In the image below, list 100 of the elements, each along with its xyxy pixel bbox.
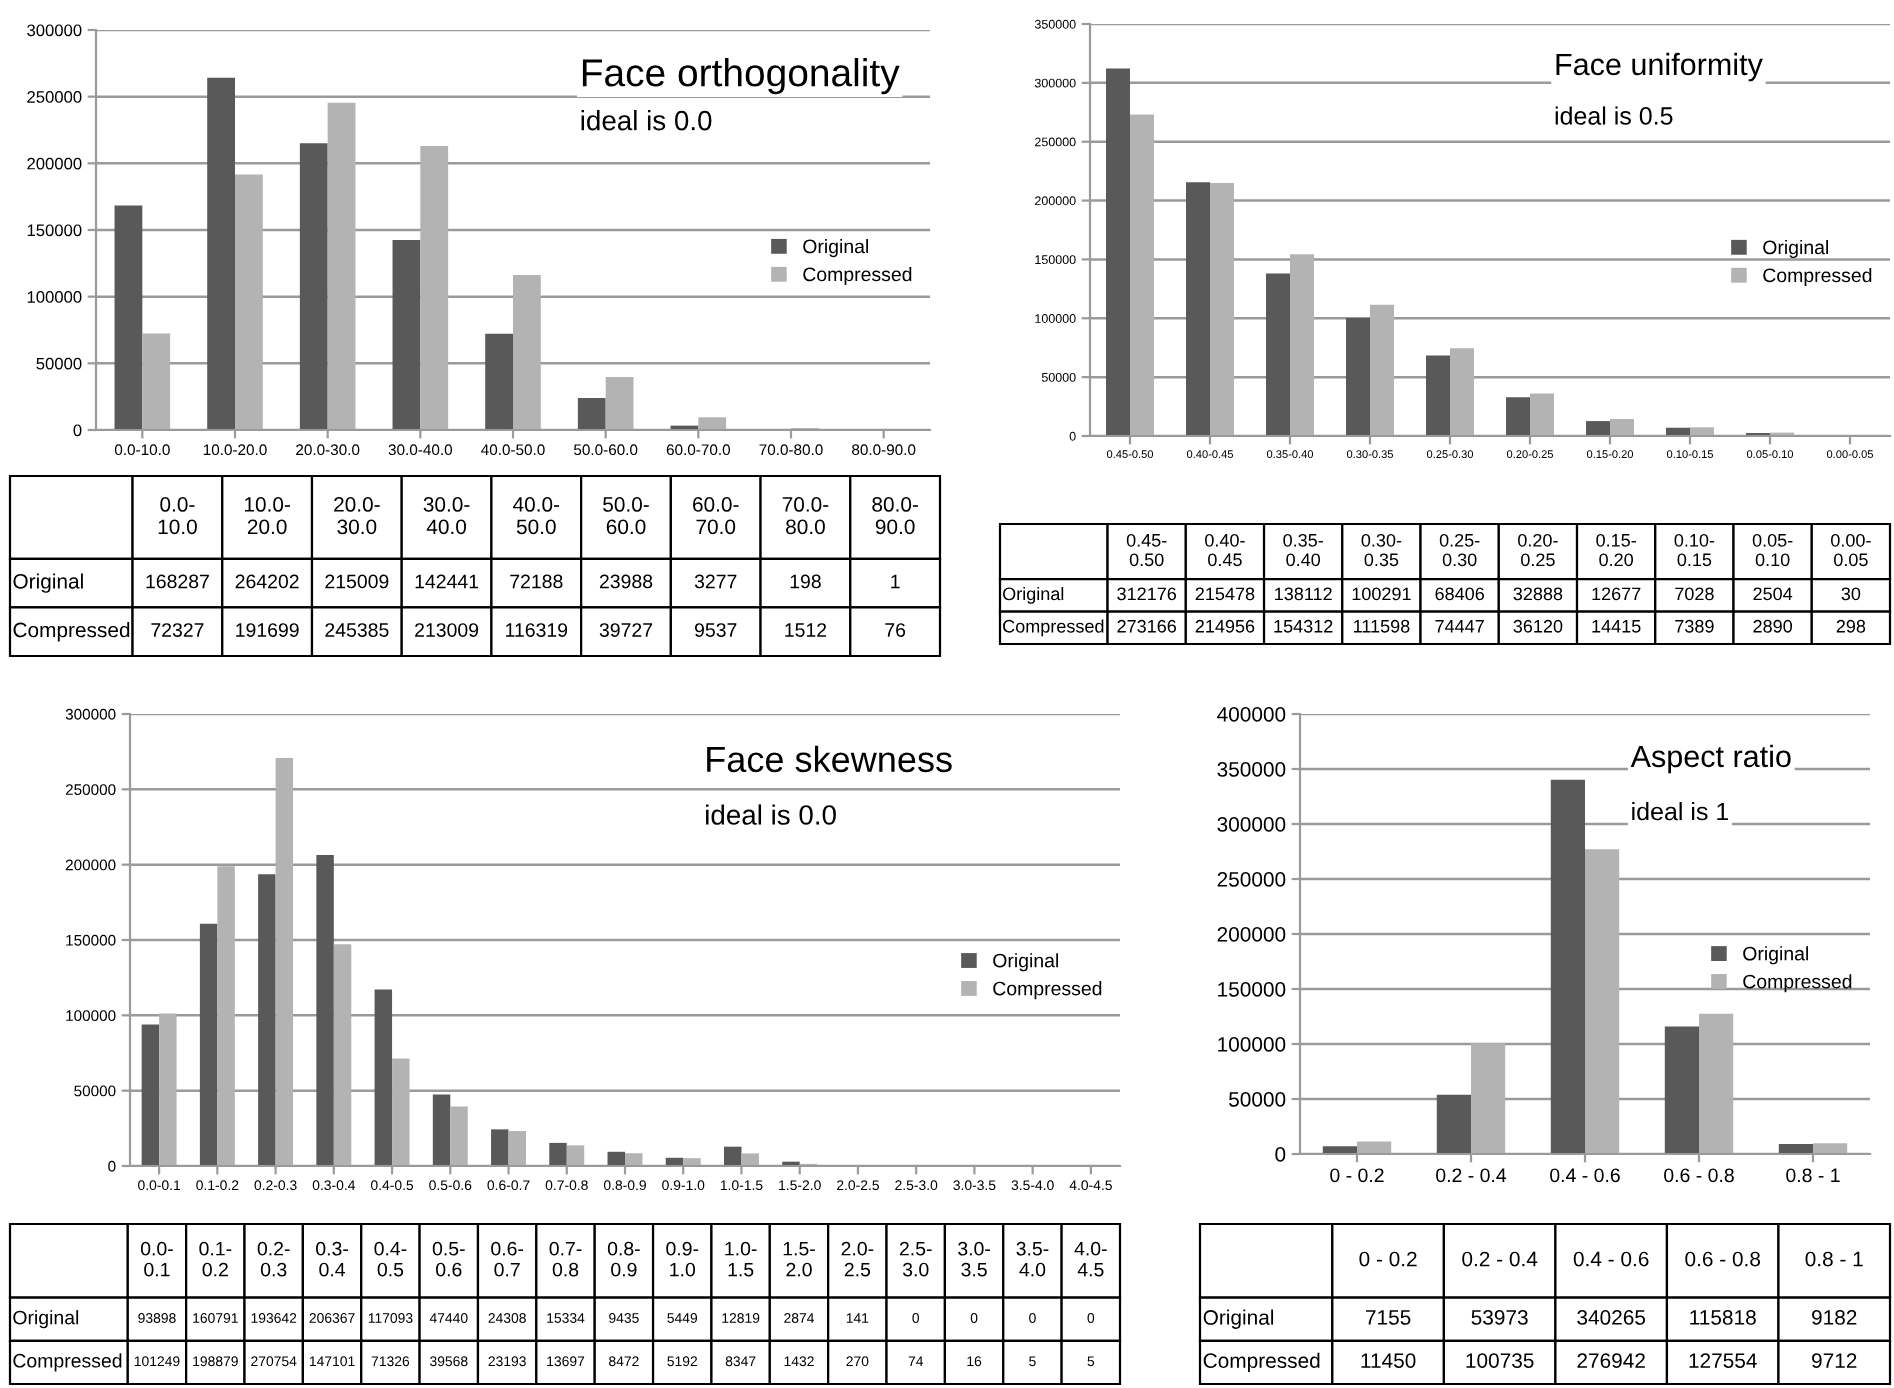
category-label: 70.0-80.0 xyxy=(782,497,829,535)
data-label: 168287 xyxy=(146,574,209,589)
category-label: 0.1-0.2 xyxy=(199,1241,232,1277)
text: Compressed xyxy=(13,1353,122,1372)
data-label: 39727 xyxy=(599,623,653,637)
text: Original xyxy=(13,573,83,593)
data-label: 138112 xyxy=(1275,587,1332,601)
legend-label: Original xyxy=(993,953,1058,972)
data-label: 23988 xyxy=(599,574,653,589)
y-tick-label: 0 xyxy=(1275,1147,1286,1162)
data-label: 100291 xyxy=(1352,587,1411,601)
data-label: 30 xyxy=(1841,587,1861,601)
category-label: 0.0-0.1 xyxy=(140,1241,173,1277)
x-tick-label: 0.6 - 0.8 xyxy=(1664,1168,1734,1183)
category-label: 0.05-0.10 xyxy=(1752,533,1793,567)
category-label: 0.6-0.7 xyxy=(491,1241,524,1277)
category-label: 30.0-40.0 xyxy=(423,497,470,535)
category-label: 0.8 - 1 xyxy=(1805,1251,1863,1267)
category-label: 0.7-0.8 xyxy=(549,1241,582,1277)
data-label: 298 xyxy=(1836,619,1866,633)
text: Original xyxy=(1203,1309,1274,1329)
text: Aspect ratio xyxy=(1630,744,1791,774)
category-label: 1.0-1.5 xyxy=(725,1241,757,1277)
y-tick-label: 100000 xyxy=(27,291,82,303)
data-label: 7389 xyxy=(1675,619,1714,633)
text: Compressed xyxy=(13,621,130,642)
data-label: 198 xyxy=(790,574,821,589)
data-label: 115818 xyxy=(1690,1310,1756,1325)
data-label: 215478 xyxy=(1195,587,1255,601)
legend-label: Original xyxy=(1743,946,1808,965)
y-tick-label: 50000 xyxy=(1229,1092,1286,1107)
category-label: 0.3-0.4 xyxy=(316,1241,348,1277)
text: Compressed xyxy=(1003,619,1104,637)
data-label: 11450 xyxy=(1361,1353,1416,1368)
legend-label: Compressed xyxy=(993,981,1102,1000)
category-label: 2.5-3.0 xyxy=(899,1241,932,1277)
category-label: 0.30-0.35 xyxy=(1361,533,1402,567)
category-label: 0.5-0.6 xyxy=(432,1241,465,1277)
category-label: 0.4 - 0.6 xyxy=(1573,1251,1649,1267)
data-label: 3277 xyxy=(694,574,737,589)
category-label: 0.20-0.25 xyxy=(1518,533,1558,567)
y-tick-label: 150000 xyxy=(27,224,82,237)
category-label: 20.0-30.0 xyxy=(334,497,380,535)
text: Compressed xyxy=(1203,1352,1320,1373)
x-tick-label: 0.4 - 0.6 xyxy=(1550,1168,1620,1183)
legend-label: Compressed xyxy=(1763,267,1872,287)
y-tick-label: 350000 xyxy=(1217,762,1286,777)
category-label: 0.2-0.3 xyxy=(257,1241,290,1277)
data-label: 100735 xyxy=(1466,1353,1534,1368)
category-label: 0.15-0.20 xyxy=(1596,533,1636,567)
y-tick-label: 250000 xyxy=(1217,872,1286,887)
text: Face skewness xyxy=(707,745,952,773)
text: ideal is 0.0 xyxy=(706,804,836,825)
data-label: 1 xyxy=(891,574,900,589)
x-tick-label: 0.8 - 1 xyxy=(1786,1168,1840,1183)
text: ideal is 1 xyxy=(1632,802,1729,821)
data-label: 36120 xyxy=(1513,619,1563,633)
legend-label: Original xyxy=(1763,239,1828,259)
data-label: 215009 xyxy=(325,574,389,589)
category-label: 10.0-20.0 xyxy=(244,497,290,535)
text: ideal is 0.0 xyxy=(581,110,712,131)
y-tick-label: 0 xyxy=(73,424,82,437)
data-label: 74447 xyxy=(1435,620,1484,633)
data-label: 142441 xyxy=(415,574,479,589)
data-label: 14415 xyxy=(1592,620,1641,633)
category-label: 40.0-50.0 xyxy=(513,497,560,535)
y-tick-label: 400000 xyxy=(1217,707,1286,722)
category-label: 0 - 0.2 xyxy=(1359,1251,1417,1267)
category-label: 0.9-1.0 xyxy=(666,1241,699,1277)
data-label: 127554 xyxy=(1689,1353,1757,1368)
category-label: 0.25-0.30 xyxy=(1439,533,1480,567)
data-label: 245385 xyxy=(325,623,389,637)
data-label: 72188 xyxy=(510,574,563,589)
category-label: 4.0-4.5 xyxy=(1074,1241,1107,1277)
text: Face uniformity xyxy=(1556,52,1763,82)
data-label: 68406 xyxy=(1435,587,1484,601)
data-label: 1512 xyxy=(785,623,827,637)
category-label: 50.0-60.0 xyxy=(603,497,649,535)
data-label: 53973 xyxy=(1471,1310,1528,1325)
category-label: 0.2 - 0.4 xyxy=(1462,1251,1538,1267)
x-tick-label: 0.2 - 0.4 xyxy=(1436,1168,1507,1183)
data-label: 72327 xyxy=(151,623,204,637)
data-label: 9537 xyxy=(695,623,737,637)
data-label: 116319 xyxy=(506,623,568,637)
category-label: 0.35-0.40 xyxy=(1283,533,1323,567)
data-label: 2890 xyxy=(1753,619,1793,633)
category-label: 2.0-2.5 xyxy=(841,1241,874,1277)
category-label: 1.5-2.0 xyxy=(783,1241,815,1277)
y-tick-label: 150000 xyxy=(1218,982,1286,997)
y-tick-label: 200000 xyxy=(27,157,82,170)
data-label: 273166 xyxy=(1117,619,1177,633)
data-label: 2504 xyxy=(1753,587,1793,601)
data-label: 9182 xyxy=(1812,1310,1857,1325)
legend-label: Compressed xyxy=(1743,974,1852,993)
y-tick-label: 100000 xyxy=(1218,1037,1286,1052)
data-label: 276942 xyxy=(1577,1353,1645,1368)
data-label: 340265 xyxy=(1577,1310,1646,1325)
y-tick-label: 300000 xyxy=(27,24,82,37)
data-label: 7028 xyxy=(1675,587,1714,601)
category-label: 0.6 - 0.8 xyxy=(1685,1251,1761,1267)
